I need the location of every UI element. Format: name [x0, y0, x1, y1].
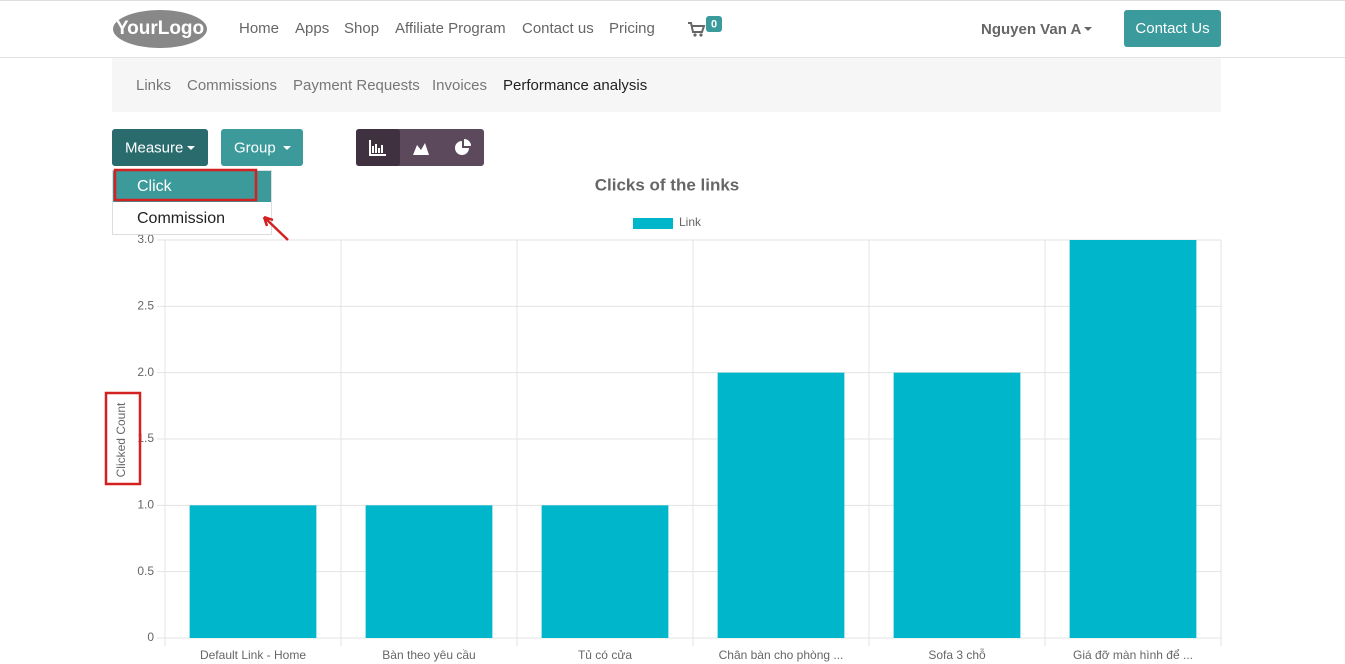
y-tick-label: 0	[147, 630, 154, 644]
tab[interactable]: Invoices	[432, 77, 487, 94]
logo-shape[interactable]	[113, 10, 207, 48]
nav-link[interactable]: Pricing	[609, 20, 655, 37]
logo[interactable]: YourLogo	[116, 18, 204, 39]
chart: Clicks of the links Link 0 0.5 1.0 1.5 2.0 2.5 3…	[104, 175, 1222, 662]
bar	[365, 505, 493, 638]
cart-wheel	[699, 33, 703, 37]
tab[interactable]: Commissions	[187, 77, 277, 94]
line-chart-button[interactable]	[413, 143, 429, 155]
caret	[283, 146, 291, 150]
contact-button[interactable]	[1124, 10, 1221, 47]
y-tick-label: 1.0	[137, 498, 154, 512]
y-tick-label: 3.0	[137, 232, 154, 246]
arrow	[262, 215, 289, 241]
bar	[1069, 240, 1197, 638]
bar	[717, 372, 845, 638]
cart-badge	[706, 16, 722, 32]
highlight-box	[104, 391, 142, 486]
x-tick-label: Tủ có cửa	[578, 648, 632, 662]
group-label[interactable]: Group	[234, 139, 276, 156]
cart-wheel	[693, 33, 697, 37]
bar	[541, 505, 669, 638]
nav-link[interactable]: Shop	[344, 20, 379, 37]
tab-active[interactable]: Performance analysis	[503, 77, 647, 94]
y-tick-label: 2.0	[137, 365, 154, 379]
menu-item-selected[interactable]	[113, 171, 271, 202]
y-tick-label: 2.5	[137, 299, 154, 313]
user-menu[interactable]: Nguyen Van A	[981, 21, 1081, 38]
measure-label[interactable]: Measure	[125, 139, 183, 156]
nav-link[interactable]: Affiliate Program	[395, 20, 506, 37]
measure-button[interactable]	[112, 129, 208, 166]
nav-link[interactable]: Home	[239, 20, 279, 37]
x-tick-label: Sofa 3 chỗ	[928, 647, 986, 662]
tab-bar	[112, 58, 1221, 112]
chart-title: Clicks of the links	[595, 175, 740, 194]
x-tick-label: Default Link - Home	[200, 648, 306, 662]
cart-count: 0	[711, 18, 717, 30]
y-tick-label: 0.5	[137, 564, 154, 578]
legend-swatch	[633, 218, 673, 229]
nav-link[interactable]: Contact us	[522, 20, 594, 37]
x-tick-label: Chân bàn cho phòng ...	[719, 648, 844, 662]
caret	[187, 146, 195, 150]
nav-link[interactable]: Apps	[295, 20, 329, 37]
menu-item[interactable]: Click	[137, 178, 173, 195]
highlight-box	[113, 168, 258, 202]
x-tick-label: Bàn theo yêu cầu	[382, 648, 475, 662]
tab[interactable]: Links	[136, 77, 171, 94]
cart-icon[interactable]	[688, 22, 706, 33]
bar	[189, 505, 317, 638]
contact-button-label[interactable]: Contact Us	[1135, 20, 1209, 37]
legend-label: Link	[679, 215, 702, 229]
pie-chart-button[interactable]	[455, 139, 471, 155]
y-axis-label: Clicked Count	[114, 402, 128, 477]
nav: Home Apps Shop Affiliate Program Contact…	[239, 20, 655, 37]
bar-chart-button[interactable]	[356, 129, 400, 166]
y-tick-label: 1.5	[137, 431, 154, 445]
group-button[interactable]	[221, 129, 303, 166]
caret	[1084, 27, 1092, 31]
bar-icon	[369, 140, 386, 156]
x-tick-label: Giá đỡ màn hình để ...	[1073, 648, 1193, 662]
menu-item[interactable]: Commission	[137, 210, 225, 227]
bar	[893, 372, 1021, 638]
tab[interactable]: Payment Requests	[293, 77, 420, 94]
